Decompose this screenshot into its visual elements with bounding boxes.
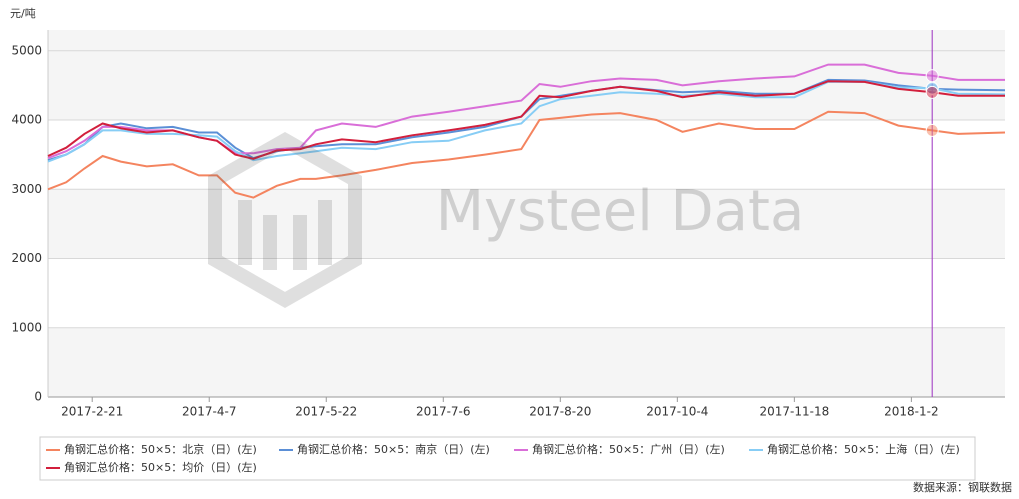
y-tick-label: 1000 <box>11 320 42 334</box>
y-tick-label: 3000 <box>11 182 42 196</box>
legend-label: 角钢汇总价格：50×5：北京（日）(左) <box>64 442 257 456</box>
plot-band <box>48 189 1005 259</box>
crosshair-point <box>925 69 939 83</box>
x-tick-label: 2017-11-18 <box>759 405 829 419</box>
plot-band <box>48 50 1005 121</box>
plot-band <box>48 30 1005 51</box>
watermark-text: Mysteel Data <box>436 179 805 244</box>
series-line <box>47 80 1005 160</box>
y-tick-label: 4000 <box>11 113 42 127</box>
legend-label: 角钢汇总价格：50×5：广州（日）(左) <box>532 442 725 456</box>
crosshair-point <box>925 123 939 137</box>
x-tick-label: 2017-4-7 <box>182 405 236 419</box>
plot-band <box>48 327 1005 397</box>
series-line <box>47 110 1006 199</box>
source: 数据来源：钢联数据 <box>913 480 1012 494</box>
series-line <box>47 80 1006 163</box>
x-tick-label: 2017-8-20 <box>529 405 591 419</box>
y-unit: 元/吨 <box>10 7 36 20</box>
legend-box <box>39 436 976 481</box>
y-tick-label: 0 <box>34 390 42 404</box>
legend-item[interactable]: 角钢汇总价格：50×5：上海（日）(左) <box>749 442 960 456</box>
legend-item[interactable]: 角钢汇总价格：50×5：广州（日）(左) <box>514 442 725 456</box>
y-tick-label: 5000 <box>11 43 42 57</box>
x-tick-label: 2017-5-22 <box>295 405 357 419</box>
x-tick-label: 2017-2-21 <box>61 405 123 419</box>
legend-label: 角钢汇总价格：50×5：上海（日）(左) <box>767 442 960 456</box>
y-tick-label: 2000 <box>11 251 42 265</box>
legend-item[interactable]: 角钢汇总价格：50×5：均价（日）(左) <box>46 460 257 474</box>
legend-item[interactable]: 角钢汇总价格：50×5：北京（日）(左) <box>46 442 257 456</box>
legend-label: 角钢汇总价格：50×5：均价（日）(左) <box>64 460 257 474</box>
legend-item[interactable]: 角钢汇总价格：50×5：南京（日）(左) <box>279 442 490 456</box>
crosshair-point <box>925 85 939 99</box>
x-tick-label: 2018-1-2 <box>884 405 938 419</box>
x-tick-label: 2017-7-6 <box>416 405 470 419</box>
legend-label: 角钢汇总价格：50×5：南京（日）(左) <box>297 442 490 456</box>
x-tick-label: 2017-10-4 <box>646 405 708 419</box>
watermark-logo <box>208 131 362 309</box>
